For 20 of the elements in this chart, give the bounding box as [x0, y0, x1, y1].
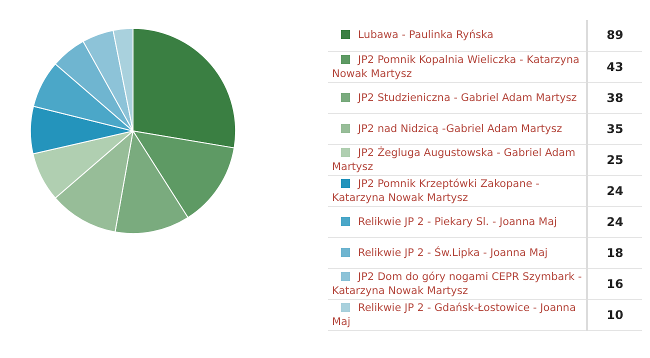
legend-label: JP2 Pomnik Krzeptówki Zakopane - Katarzyna Nowak Martysz [328, 175, 587, 206]
data-label: 89 [587, 20, 642, 51]
legend-label: JP2 nad Nidzicą -Gabriel Adam Martysz [328, 113, 587, 144]
legend-label: JP2 Pomnik Kopalnia Wieliczka - Katarzyna Nowak Martysz [328, 51, 587, 82]
data-label: 10 [587, 299, 642, 330]
legend-label: Lubawa - Paulinka Ryńska [328, 20, 587, 51]
legend-label: Relikwie JP 2 - Gdańsk-Łostowice - Joanna Maj [328, 299, 587, 330]
legend-label: Relikwie JP 2 - Św.Lipka - Joanna Maj [328, 237, 587, 268]
data-label: 24 [587, 206, 642, 237]
legend-label: Relikwie JP 2 - Piekary Sl. - Joanna Maj [328, 206, 587, 237]
data-label: 35 [587, 113, 642, 144]
data-label: 38 [587, 82, 642, 113]
data-label: 25 [587, 144, 642, 175]
legend-label: JP2 Żegluga Augustowska - Gabriel Adam Martysz [328, 144, 587, 175]
data-label: 18 [587, 237, 642, 268]
data-label: 16 [587, 268, 642, 299]
legend-label: JP2 Dom do góry nogami CEPR Szymbark - Katarzyna Nowak Martysz [328, 268, 587, 299]
data-label: 43 [587, 51, 642, 82]
legend-label: JP2 Studzieniczna - Gabriel Adam Martysz [328, 82, 587, 113]
data-label: 24 [587, 175, 642, 206]
